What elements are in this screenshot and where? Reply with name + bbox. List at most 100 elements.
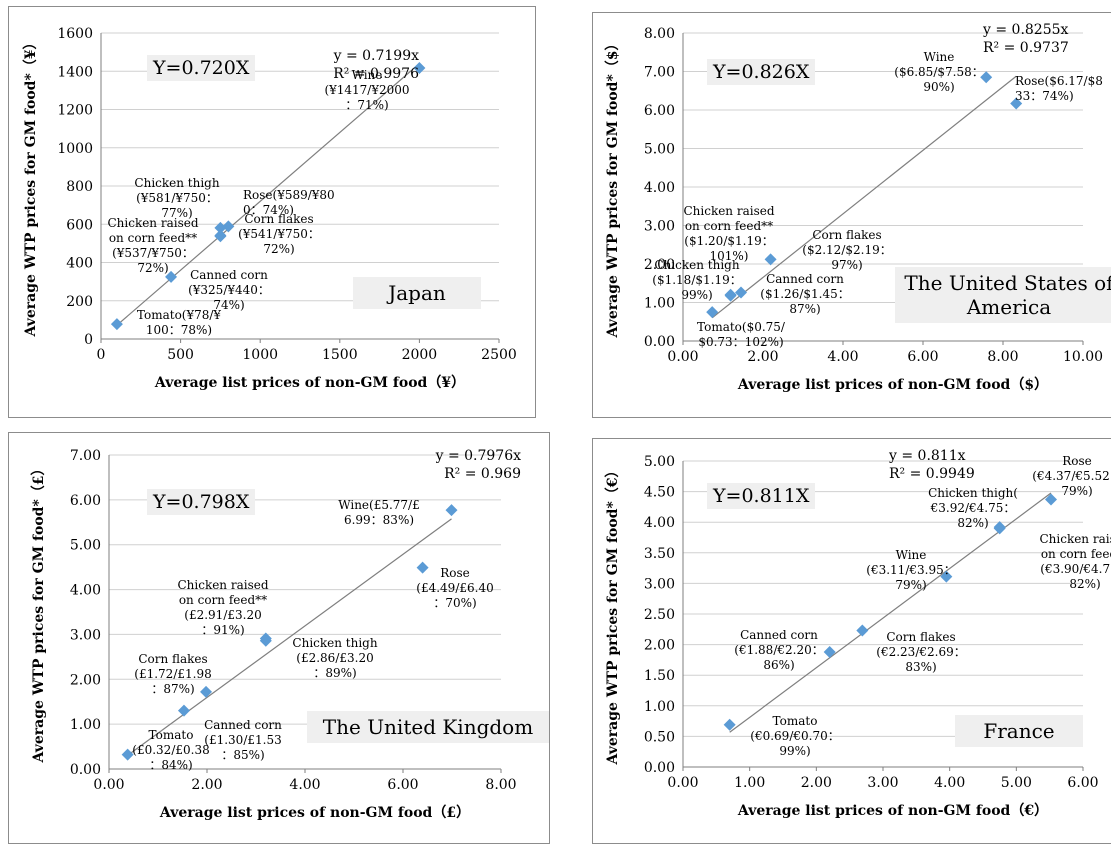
point-label-line: ($2.12/$2.19： [802,243,891,257]
trendline-label: y = 0.7199x R² = 0.9976 [309,47,419,83]
point-label-line: Chicken raised [107,216,198,230]
data-point [165,270,178,283]
point-label-line: 33：74%) [1015,89,1074,103]
point-label: Chicken thigh (£2.86/£3.20 ：89%) [292,636,377,680]
y-tick-label: 0.00 [644,760,675,776]
model-label: Y=0.826X [707,59,816,85]
y-tick-label: 2.00 [70,672,101,688]
x-tick-label: 2000 [402,347,438,363]
trendline-r2: R² = 0.969 [444,466,521,482]
point-label-line: on corn feed** [109,231,197,245]
point-label-line: ($1.18/$1.19： [652,273,741,287]
chart-plot-japan: 0 200 400 600 800 1000 1200 1400 1600 0 500 1000 150… [23,26,517,391]
y-tick-label: 600 [66,217,93,233]
y-tick-label: 6.00 [70,493,101,509]
point-label-line: 72%) [137,261,168,275]
y-tick-label: 1200 [57,103,93,119]
x-tick-label: 6.00 [907,349,938,365]
point-label: Wine ($6.85/$7.58： 90%) [894,50,983,94]
point-label: Wine (€3.11/€3.95： 79%) [866,548,955,592]
data-point [724,289,737,302]
point-label: Corn flakes (€2.23/€2.69： 83%) [876,630,965,674]
y-axis-title: Average WTP prices for GM food*（$） [605,36,621,338]
x-axis-title: Average list prices of non-GM food（€） [737,803,1048,819]
x-tick-label: 8.00 [485,777,516,793]
point-label-line: (£1.30/£1.53 [204,733,281,747]
point-label-line: Rose($6.17/$8 [1015,74,1103,88]
x-tick-label: 10.00 [1063,349,1103,365]
point-label-line: ：70%) [433,596,476,610]
point-label-line: 74%) [213,298,244,312]
y-tick-label: 2.00 [644,638,675,654]
point-label-line: (€3.90/€4.75： [1040,562,1111,576]
point-label: Wine(£5.77/£ 6.99：83%) [338,498,420,527]
y-tick-label: 3.50 [644,546,675,562]
point-label-line: (€1.88/€2.20： [734,643,823,657]
chart-panel-uk: 0.00 1.00 2.00 3.00 4.00 5.00 6.00 7.00 0.00 2.00… [8,432,550,844]
y-tick-label: 1600 [57,26,93,42]
data-point [764,253,777,266]
point-label-line: 79%) [1061,484,1092,498]
y-tick-label: 0.50 [644,729,675,745]
point-label: Tomato (€0.69/€0.70： 99%) [750,714,839,758]
trendline-r2: R² = 0.9949 [889,466,975,482]
y-tick-label: 4.00 [70,583,101,599]
point-label-line: 86%) [763,658,794,672]
y-tick-label: 1.00 [70,717,101,733]
point-label-line: (€4.37/€5.52： [1032,469,1111,483]
y-tick-label: 5.00 [644,454,675,470]
trendline-r2: R² = 0.9976 [333,66,419,82]
trendline-equation: y = 0.8255x [983,22,1069,38]
model-label: Y=0.720X [147,55,256,81]
point-label: Corn flakes ($2.12/$2.19： 97%) [802,228,891,272]
x-tick-label: 5.00 [1001,775,1032,791]
point-label: Chicken thigh(€3.92/€4.75： 82%) [928,486,1018,530]
y-tick-label: 8.00 [644,26,675,42]
point-label-line: (£0.32/£0.38 [132,743,209,757]
trendline [711,75,1017,319]
trendline [116,63,420,326]
y-tick-label: 1.50 [644,668,675,684]
data-point [1045,493,1057,506]
y-tick-label: 6.00 [644,103,675,119]
x-tick-label: 2.00 [191,777,222,793]
y-tick-label: 4.00 [644,180,675,196]
x-axis-title: Average list prices of non-GM food（£） [159,805,470,821]
chart-plot-usa: 0.00 1.00 2.00 3.00 4.00 5.00 6.00 7.00 8.00 0.00… [605,26,1103,393]
x-tick-label: 2.00 [801,775,832,791]
point-label-line: on corn feed** [179,593,267,607]
y-tick-label: 2.50 [644,607,675,623]
point-label-line: Rose [440,566,470,580]
point-label: Chicken raised on corn feed** ($1.20/$1.19… [683,204,774,263]
point-label: Chicken thigh ($1.18/$1.19： 99%) [652,258,741,302]
point-label: Corn flakes (¥541/¥750： 72%) [238,212,320,256]
x-tick-label: 4.00 [934,775,965,791]
x-tick-label: 500 [167,347,194,363]
country-label: Japan [353,277,481,309]
data-point [940,570,953,583]
point-label-line: (€3.11/€3.95： [866,563,955,577]
x-tick-label: 0.00 [667,775,698,791]
point-label-line: 99%) [681,288,712,302]
point-label-line: Tomato(¥78/¥ [137,308,222,322]
trendline [729,492,1052,733]
y-axis-title: Average WTP prices for GM food*（€） [605,463,621,765]
point-label-line: 97%) [831,258,862,272]
point-label-line: 100：78%) [146,323,212,337]
y-tick-label: 5.00 [644,142,675,158]
country-label: The United Kingdom [307,711,549,743]
point-label-line: (£1.72/£1.98 [134,667,211,681]
country-label: The United States of America [895,267,1111,323]
y-tick-label: 5.00 [70,538,101,554]
point-label: Corn flakes (£1.72/£1.98 ：87%) [134,652,211,696]
data-point [259,634,272,647]
point-label-line: (¥537/¥750： [112,246,194,260]
point-label: Canned corn (£1.30/£1.53 ：85%) [204,718,282,762]
trendline-equation: y = 0.7976x [435,448,521,464]
data-point [214,230,227,243]
point-label-line: 90%) [923,80,954,94]
point-label-line: Chicken raised [177,578,268,592]
point-label: Wine (¥1417/¥2000 ：71%) [324,68,409,112]
point-label-line: (£2.91/£3.20 [184,608,261,622]
x-tick-label: 1500 [322,347,358,363]
